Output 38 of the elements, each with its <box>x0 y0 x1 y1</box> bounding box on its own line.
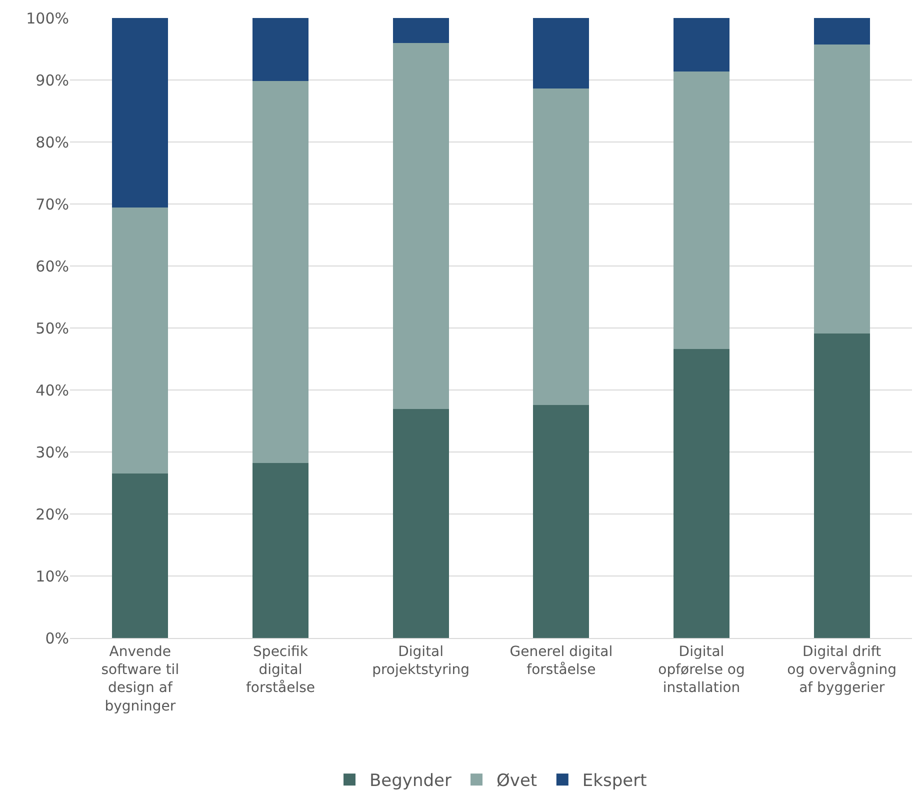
y-tick-label: 90% <box>36 71 69 90</box>
bar <box>252 18 309 82</box>
bar <box>533 404 590 638</box>
bar <box>252 463 309 638</box>
x-tick-label: Generel digital forståelse <box>510 644 613 678</box>
y-tick-label: 30% <box>36 443 69 462</box>
x-tick-label: Digital drift og overvågning af byggerier <box>787 644 897 696</box>
bar <box>814 334 870 638</box>
bar <box>112 208 168 474</box>
legend-label: Ekspert <box>582 771 648 792</box>
bar <box>533 88 590 405</box>
legend-label: Øvet <box>496 771 538 792</box>
y-tick-label: 0% <box>45 629 69 648</box>
bar <box>392 42 449 410</box>
legend-label: Begynder <box>370 771 452 792</box>
y-tick-label: 50% <box>36 319 69 338</box>
bar <box>392 18 449 43</box>
x-tick-label: Specifik digital forståelse <box>246 644 316 696</box>
bar <box>673 349 730 638</box>
y-tick-label: 60% <box>36 257 69 276</box>
y-tick-label: 100% <box>26 9 69 28</box>
y-tick-label: 80% <box>36 133 69 152</box>
y-tick-label: 70% <box>36 195 69 214</box>
bar <box>814 44 870 334</box>
bar <box>673 18 730 72</box>
bar <box>533 18 590 89</box>
bar <box>252 81 309 464</box>
x-tick-label: Anvende software til design af bygninger <box>101 644 180 714</box>
bar <box>673 71 730 350</box>
bar <box>112 18 168 208</box>
y-tick-label: 20% <box>36 505 69 524</box>
bar <box>392 409 449 638</box>
bar <box>814 18 870 45</box>
x-tick-label: Digital projektstyring <box>372 644 470 678</box>
x-tick-label: Digital opførelse og installation <box>658 644 745 696</box>
bar <box>112 474 168 638</box>
y-tick-label: 40% <box>36 381 69 400</box>
y-tick-label: 10% <box>36 567 69 586</box>
